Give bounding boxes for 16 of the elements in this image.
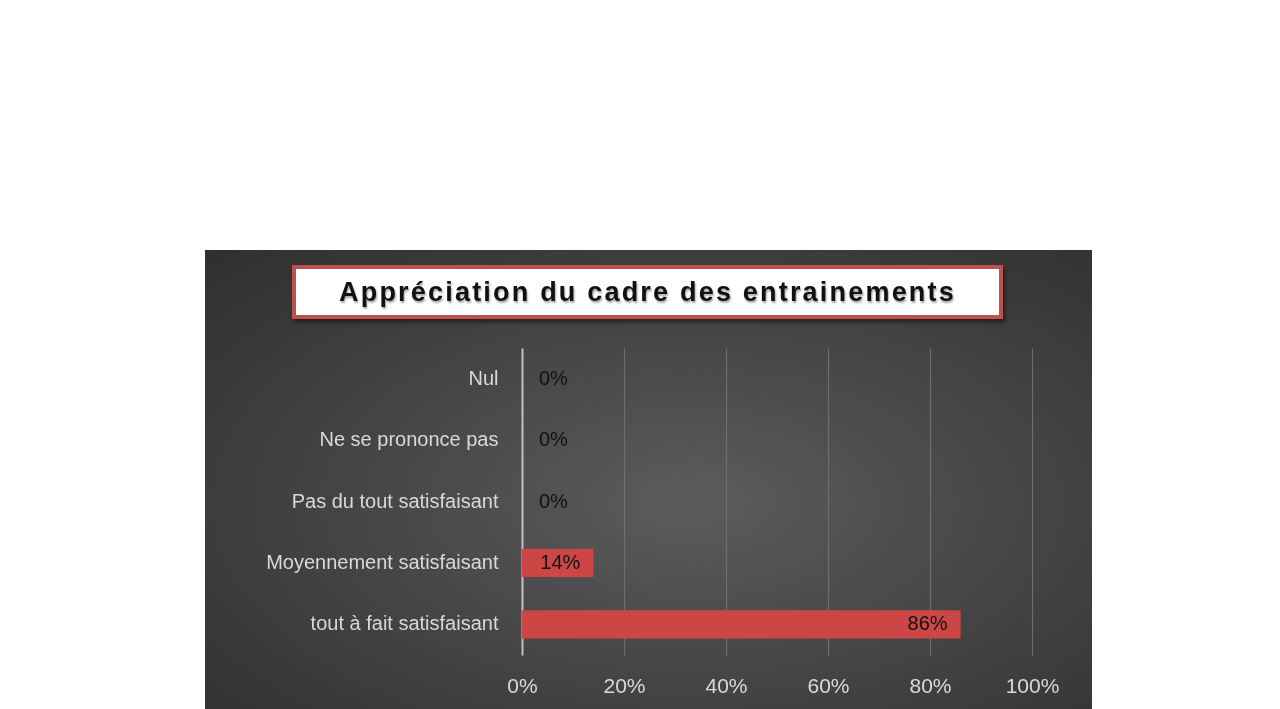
y-tick-label: Moyennement satisfaisant <box>266 550 499 573</box>
y-tick-label: Ne se prononce pas <box>319 428 499 451</box>
x-tick-label: 40% <box>705 673 748 697</box>
y-tick-label: tout à fait satisfaisant <box>310 612 499 635</box>
data-label: 14% <box>540 550 581 573</box>
x-tick-label: 0% <box>507 673 538 697</box>
x-tick-label: 60% <box>807 673 850 697</box>
data-label: 86% <box>907 612 948 635</box>
data-label: 0% <box>539 489 569 512</box>
y-tick-label: Nul <box>468 366 499 389</box>
x-tick-label: 20% <box>603 673 646 697</box>
y-tick-label: Pas du tout satisfaisant <box>291 489 499 512</box>
data-label: 0% <box>539 428 569 451</box>
x-tick-label: 100% <box>1005 673 1060 697</box>
data-label: 0% <box>539 366 569 389</box>
x-tick-label: 80% <box>909 673 952 697</box>
